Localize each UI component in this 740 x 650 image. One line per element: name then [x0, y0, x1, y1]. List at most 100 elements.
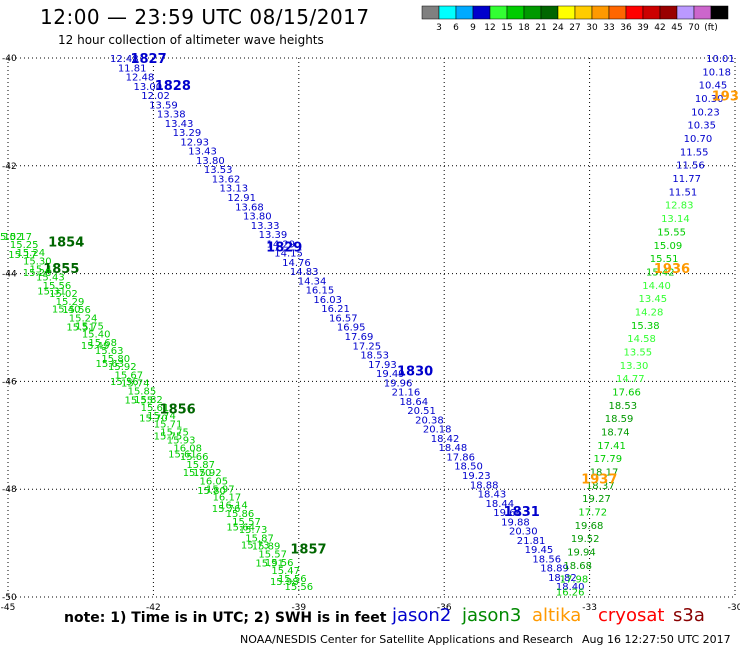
pass-time-label: 1855: [43, 262, 79, 277]
swh-value-label: 15.85: [128, 387, 157, 398]
swh-value-label: 15.42: [646, 267, 675, 278]
swh-value-label: 15.56: [284, 582, 313, 593]
swh-value-label: 11.51: [669, 187, 698, 198]
swh-value-label: 10.01: [706, 54, 735, 65]
swh-value-label: 15.25: [10, 240, 39, 251]
swh-value-label: 10.35: [687, 121, 716, 132]
color-scale-label: 24: [552, 23, 564, 33]
swh-value-label: 15.56: [62, 305, 91, 316]
swh-value-label: 14.15: [274, 249, 303, 260]
swh-value-label: 15.92: [193, 468, 222, 479]
swh-value-label: 18.89: [540, 564, 569, 575]
swh-value-label: 18.48: [439, 443, 468, 454]
pass-time-label: 1937: [581, 472, 617, 487]
swh-value-label: 12.93: [180, 137, 209, 148]
pass-time-label: 1829: [266, 241, 302, 256]
swh-value-label: 20.38: [415, 415, 444, 426]
color-scale-swatch: [574, 5, 593, 20]
swh-value-label: 15.70: [139, 413, 168, 424]
swh-value-label: 15.86: [226, 509, 255, 520]
swh-value-label: 15.80: [197, 486, 226, 497]
swh-value-label: 19.49: [376, 369, 405, 380]
swh-value-label: 19.23: [462, 471, 491, 482]
swh-value-label: 12.91: [227, 193, 256, 204]
swh-value-label: 15.76: [212, 504, 241, 515]
swh-value-label: 18.42: [431, 434, 460, 445]
swh-value-label: 10.70: [684, 134, 713, 145]
swh-value-label: 15.63: [95, 346, 124, 357]
swh-value-label: 13.29: [173, 128, 202, 139]
swh-value-label: 15.38: [631, 321, 660, 332]
swh-value-label: 15.75: [75, 321, 104, 332]
x-tick-label: -30: [728, 603, 740, 613]
swh-value-label: 15.63: [95, 359, 124, 370]
swh-value-label: 15.74: [121, 379, 150, 390]
swh-value-label: 15.97: [206, 484, 235, 495]
swh-value-label: 11.77: [672, 174, 701, 185]
chart-note: note: 1) Time is in UTC; 2) SWH is in fe…: [64, 610, 387, 626]
swh-value-label: 16.57: [329, 313, 358, 324]
swh-value-label: 17.79: [593, 454, 622, 465]
legend-altika: altika: [532, 605, 582, 626]
swh-value-label: 17.98: [560, 574, 589, 585]
color-scale-swatch: [540, 5, 559, 20]
swh-value-label: 19.96: [384, 378, 413, 389]
color-scale-swatch: [489, 5, 508, 20]
swh-value-label: 13.13: [220, 184, 249, 195]
swh-value-label: 18.88: [470, 480, 499, 491]
swh-value-label: 17.86: [446, 452, 475, 463]
swh-value-label: 16.03: [313, 295, 342, 306]
swh-value-label: 15.31: [37, 286, 66, 297]
swh-value-label: 15.70: [183, 468, 212, 479]
x-tick-label: -42: [146, 603, 161, 613]
swh-value-label: 13.38: [157, 110, 186, 121]
swh-value-label: 13.80: [196, 156, 225, 167]
swh-value-label: 13.45: [639, 294, 668, 305]
swh-value-label: 15.98: [270, 577, 299, 588]
swh-value-label: 10.18: [702, 67, 731, 78]
swh-value-label: 16.15: [306, 286, 335, 297]
plot-grid: [7, 57, 736, 598]
swh-value-label: 15.40: [82, 330, 111, 341]
swh-value-label: 13.53: [204, 165, 233, 176]
swh-value-label: 15.73: [241, 541, 270, 552]
legend-jason2: jason2: [392, 605, 452, 626]
swh-value-label: 18.40: [556, 582, 585, 593]
color-scale-swatch: [608, 5, 627, 20]
swh-value-label: 15.02: [49, 289, 78, 300]
legend-jason3: jason3: [462, 605, 522, 626]
x-tick-label: -39: [291, 603, 306, 613]
swh-value-label: 20.51: [407, 406, 436, 417]
swh-value-label: 15.91: [255, 559, 284, 570]
swh-value-label: 17.25: [353, 341, 382, 352]
swh-value-label: 15.56: [43, 281, 72, 292]
swh-value-label: 10.30: [695, 94, 724, 105]
pass-time-label: 1854: [48, 235, 84, 250]
swh-value-label: 19.45: [525, 545, 554, 556]
y-tick-label: -44: [2, 270, 17, 280]
swh-value-label: 14.29: [266, 239, 295, 250]
swh-value-label: 15.28: [23, 268, 52, 279]
swh-value-label: 13.80: [243, 212, 272, 223]
swh-value-label: 18.43: [478, 490, 507, 501]
color-scale-label: 9: [470, 23, 476, 33]
color-scale-swatch: [676, 5, 695, 20]
swh-value-label: 15.17: [8, 250, 37, 261]
swh-value-label: 15.73: [239, 525, 268, 536]
swh-value-label: 15.75: [154, 432, 183, 443]
swh-value-label: 15.30: [23, 256, 52, 267]
swh-value-label: 15.92: [108, 362, 137, 373]
swh-value-label: 16.08: [173, 444, 202, 455]
swh-value-label: 18.68: [563, 561, 592, 572]
swh-value-label: 15.29: [56, 297, 85, 308]
swh-value-label: 18.17: [590, 468, 619, 479]
pass-time-label: 1830: [397, 365, 433, 380]
swh-value-label: 17.72: [578, 508, 607, 519]
swh-value-label: 15.80: [101, 354, 130, 365]
color-scale-label: 3: [436, 23, 442, 33]
legend-s3a: s3a: [673, 605, 705, 626]
pass-time-label: 1857: [290, 542, 326, 557]
swh-value-label: 15.55: [125, 395, 154, 406]
color-scale-label: 45: [671, 23, 682, 33]
chart-subtitle: 12 hour collection of altimeter wave hei…: [58, 33, 324, 47]
